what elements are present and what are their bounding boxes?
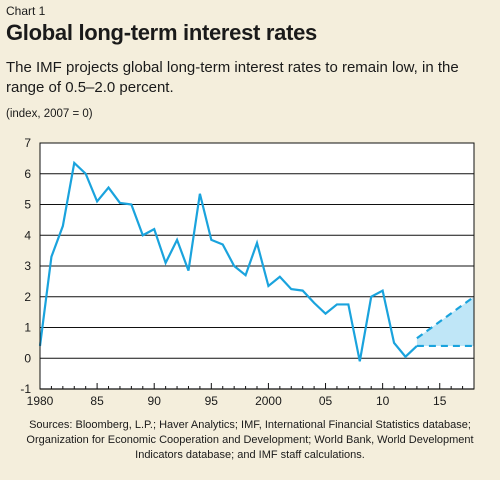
plot-frame [39,142,475,390]
chart-title: Global long-term interest rates [6,20,317,45]
projection-band [416,296,474,346]
x-tick-label: 1980 [27,394,54,408]
y-tick-label: 5 [24,198,31,212]
y-tick-label: -1 [20,382,31,396]
x-tick-label: 10 [376,394,390,408]
x-tick-label: 90 [148,394,162,408]
y-tick-label: 2 [24,290,31,304]
y-tick-label: 3 [24,259,31,273]
units-label: (index, 2007 = 0) [6,108,93,120]
chart-label: Chart 1 [6,4,46,18]
x-tick-label: 15 [433,394,447,408]
x-tick-label: 2000 [255,394,282,408]
x-tick-label: 05 [319,394,333,408]
y-tick-label: 0 [24,351,31,365]
x-tick-label: 85 [90,394,104,408]
chart-subtitle: The IMF projects global long-term intere… [6,59,459,96]
y-tick-label: 4 [24,228,31,242]
x-tick-label: 95 [205,394,219,408]
y-tick-label: 1 [24,321,31,335]
interest-rate-line [38,160,418,362]
y-tick-label: 7 [24,136,31,150]
y-tick-label: 6 [24,167,31,181]
source-note: Sources: Bloomberg, L.P.; Haver Analytic… [26,419,474,461]
